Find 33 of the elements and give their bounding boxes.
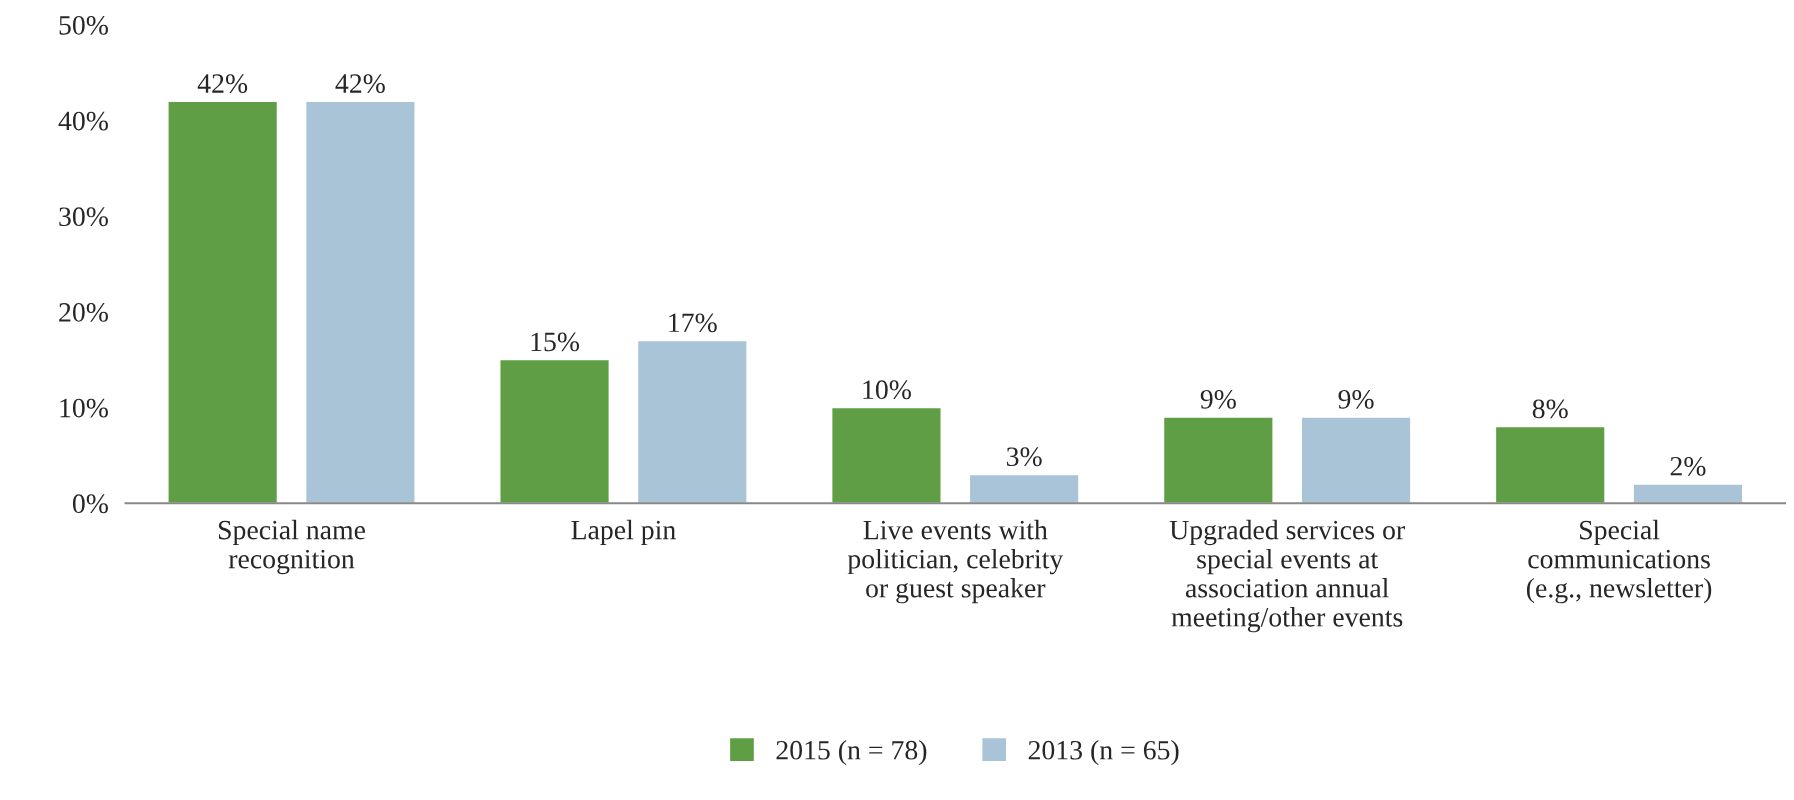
- data-label: 15%: [531, 332, 580, 352]
- bar: [1162, 416, 1274, 504]
- bar: [830, 406, 942, 504]
- y-tick-label: 30%: [59, 207, 108, 227]
- y-tick-label: 50%: [59, 15, 108, 35]
- bar: [167, 100, 279, 504]
- data-label: 8%: [1532, 399, 1568, 419]
- data-label: 3%: [1006, 447, 1042, 467]
- x-tick-label: Lapel pin: [571, 519, 676, 546]
- bar: [636, 339, 748, 504]
- x-tick-label: Live events with politician, celebrity or guest speaker: [847, 519, 1064, 604]
- data-label: 17%: [669, 313, 717, 333]
- y-tick-label: 40%: [58, 111, 108, 131]
- data-label: 9%: [1338, 389, 1374, 409]
- bar: [968, 473, 1080, 504]
- data-label: 42%: [197, 74, 248, 94]
- bar: [1494, 425, 1606, 504]
- y-tick-label: 0%: [72, 494, 108, 514]
- x-tick-label: Special communications (e.g., newsletter): [1526, 519, 1712, 604]
- legend-label: 2013 (n = 65): [1028, 740, 1179, 766]
- data-label: 42%: [335, 74, 385, 94]
- bar: [499, 358, 611, 504]
- data-label: 10%: [863, 380, 911, 400]
- y-tick-label: 20%: [59, 303, 108, 322]
- bar: [304, 100, 416, 504]
- x-tick-label: Special name recognition: [218, 519, 365, 575]
- x-tick-label: Upgraded services or special events at association annual meeting/other events: [1169, 519, 1405, 633]
- bar: [1300, 416, 1412, 504]
- data-label: 9%: [1200, 389, 1236, 409]
- legend-label: 2015 (n = 78): [776, 740, 927, 766]
- y-tick-label: 10%: [60, 398, 108, 418]
- bar: [1632, 483, 1744, 504]
- data-label: 2%: [1670, 456, 1706, 476]
